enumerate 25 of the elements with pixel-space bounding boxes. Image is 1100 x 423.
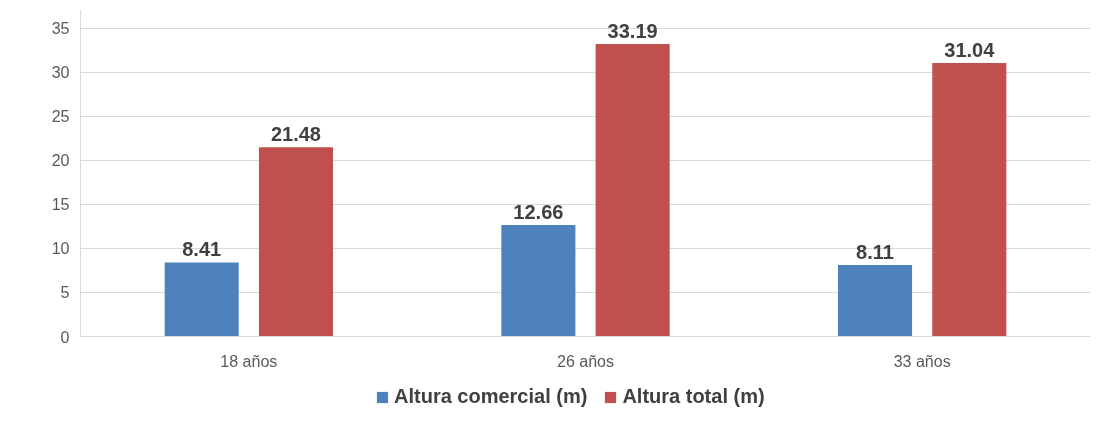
data-label: 8.11 xyxy=(856,241,894,264)
bar xyxy=(258,147,333,337)
y-tick-label: 30 xyxy=(51,64,70,82)
y-tick-label: 35 xyxy=(51,20,70,38)
bar xyxy=(501,224,576,337)
data-label: 21.48 xyxy=(270,123,321,146)
x-tick-label: 18 años xyxy=(220,352,278,370)
x-tick-label: 26 años xyxy=(557,352,614,370)
legend-label: Altura total (m) xyxy=(622,385,765,408)
x-tick-label: 33 años xyxy=(893,352,951,370)
bar xyxy=(932,63,1007,337)
legend-label: Altura comercial (m) xyxy=(394,385,588,408)
data-label: 33.19 xyxy=(607,20,658,43)
bar xyxy=(595,44,670,337)
y-tick-label: 15 xyxy=(51,196,70,214)
y-tick-label: 20 xyxy=(51,152,70,170)
bar xyxy=(838,265,913,337)
y-tick-label: 0 xyxy=(60,328,70,346)
data-label: 31.04 xyxy=(944,39,996,62)
bar xyxy=(164,262,239,337)
y-tick-label: 10 xyxy=(51,240,70,258)
y-tick-label: 5 xyxy=(60,284,70,302)
y-tick-label: 25 xyxy=(51,108,70,126)
data-label: 12.66 xyxy=(513,200,564,223)
data-label: 8.41 xyxy=(182,238,222,261)
